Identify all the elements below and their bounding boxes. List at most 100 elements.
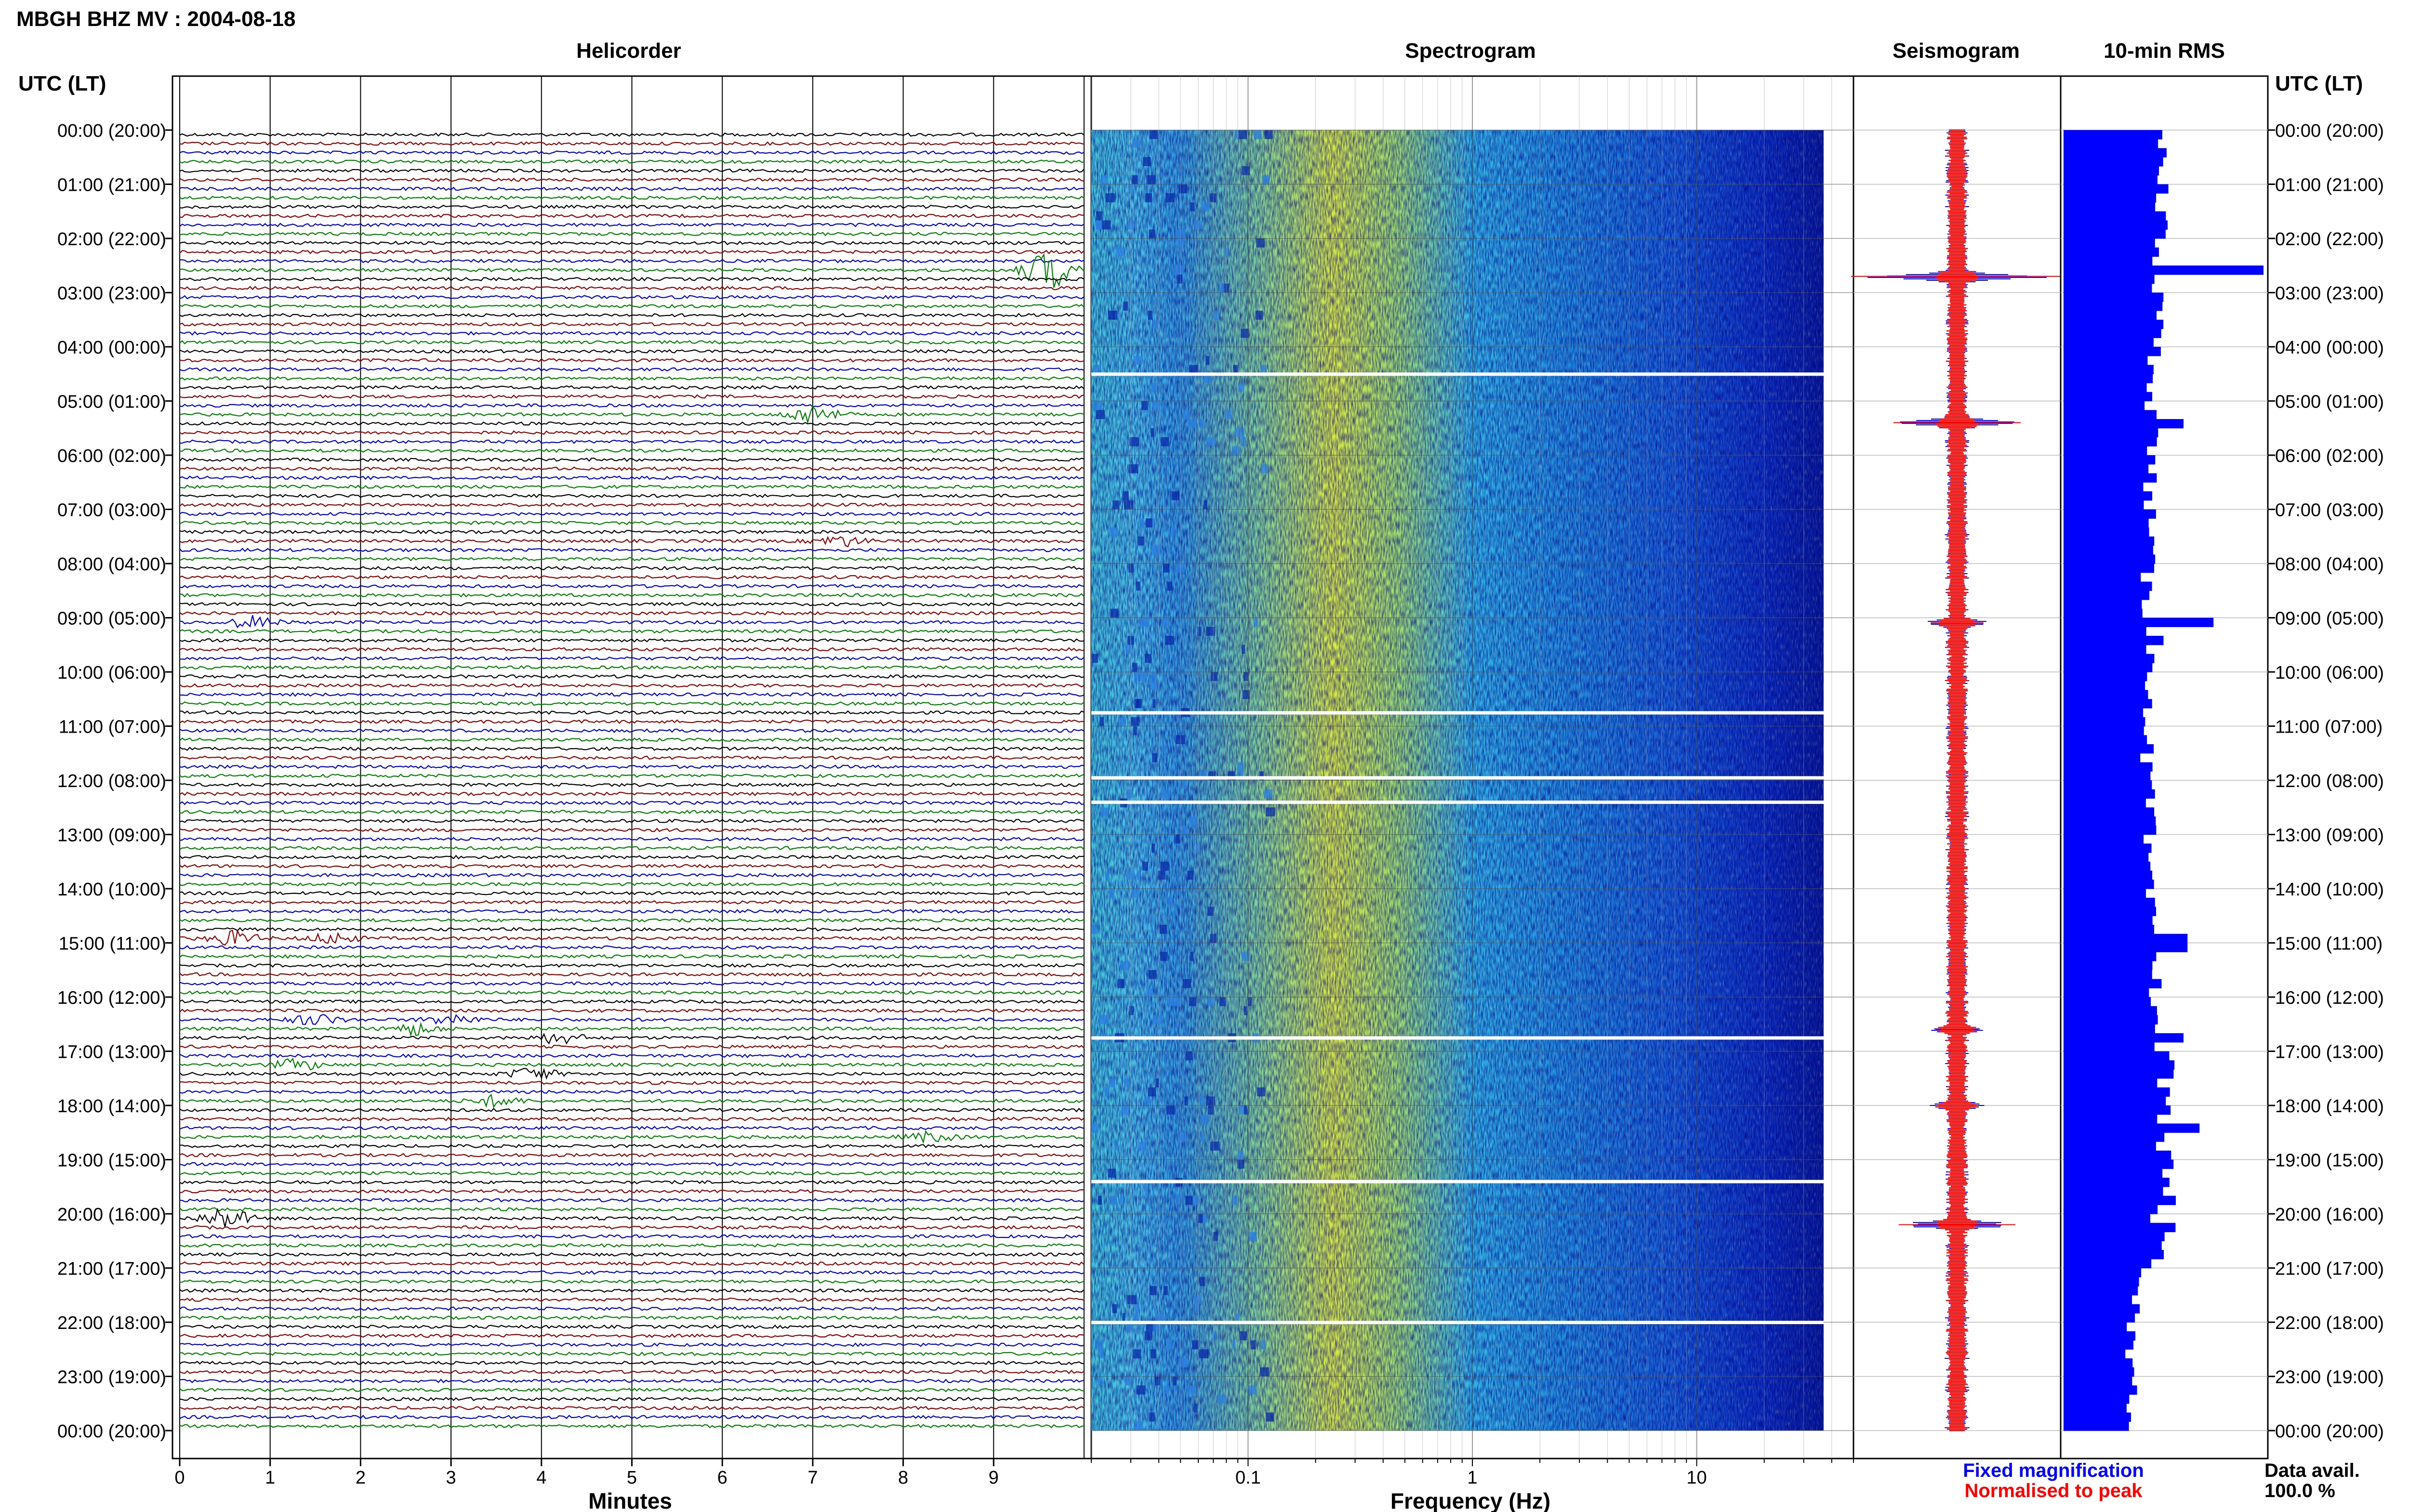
spectrogram-cell bbox=[1259, 771, 1264, 780]
spectrogram-cell bbox=[1232, 1196, 1238, 1205]
rms-bar bbox=[2064, 355, 2148, 366]
rms-bar bbox=[2064, 319, 2164, 329]
rms-bar bbox=[2064, 275, 2155, 284]
rms-bar bbox=[2064, 654, 2155, 663]
helicorder-trace bbox=[180, 1080, 1085, 1085]
spectrogram-cell bbox=[1120, 961, 1130, 970]
rms-bar bbox=[2064, 916, 2153, 925]
spectrogram-cell bbox=[1206, 627, 1215, 636]
helicorder-trace bbox=[180, 665, 1085, 670]
helicorder-trace bbox=[180, 1288, 1085, 1293]
rms-bar bbox=[2064, 392, 2153, 402]
rms-bar bbox=[2064, 482, 2144, 492]
helicorder-trace bbox=[180, 1208, 1085, 1227]
spectrogram-cell bbox=[1152, 319, 1159, 329]
rms-bar bbox=[2064, 1331, 2136, 1341]
spectrogram-cell bbox=[1160, 952, 1168, 961]
spectrogram-cell bbox=[1254, 130, 1262, 139]
minute-tick-label: 3 bbox=[446, 1468, 456, 1488]
rms-bar bbox=[2064, 735, 2147, 745]
spectrogram-cell bbox=[1194, 1295, 1202, 1304]
spectrogram-cell bbox=[1251, 1340, 1256, 1350]
time-label-right: 21:00 (17:00) bbox=[2275, 1259, 2384, 1279]
spectrogram-cell bbox=[1150, 1286, 1157, 1295]
spectrogram-cell bbox=[1243, 690, 1250, 699]
helicorder-trace bbox=[180, 611, 1085, 616]
helicorder-trace bbox=[180, 1369, 1085, 1374]
spectrogram-cell bbox=[1134, 355, 1143, 365]
helicorder-trace bbox=[180, 439, 1085, 444]
spectrogram-cell bbox=[1144, 1096, 1151, 1105]
time-label-left: 14:00 (10:00) bbox=[57, 880, 166, 900]
minute-tick-label: 6 bbox=[717, 1468, 728, 1488]
helicorder-trace bbox=[180, 710, 1085, 715]
seismogram-title: Seismogram bbox=[1893, 39, 2020, 63]
time-label-right: 08:00 (04:00) bbox=[2275, 554, 2384, 575]
spectrogram-cell bbox=[1152, 843, 1155, 853]
helicorder-trace bbox=[180, 1130, 1085, 1144]
rms-bar bbox=[2064, 401, 2145, 410]
spectrogram-cell bbox=[1132, 175, 1138, 184]
time-label-left: 00:00 (20:00) bbox=[57, 121, 166, 141]
helicorder-trace bbox=[180, 448, 1085, 453]
spectrogram-cell bbox=[1149, 130, 1158, 139]
spectrogram-cell bbox=[1146, 988, 1153, 997]
rms-bar bbox=[2064, 1394, 2130, 1404]
spectrogram-cell bbox=[1151, 383, 1157, 392]
rms-bar bbox=[2064, 202, 2156, 212]
rms-bar bbox=[2064, 283, 2152, 293]
spectrogram-cell bbox=[1212, 1331, 1217, 1341]
helicorder-trace bbox=[180, 954, 1085, 959]
spectrogram-cell bbox=[1127, 789, 1133, 799]
rms-bar bbox=[2064, 1078, 2158, 1088]
helicorder-trace bbox=[180, 1117, 1085, 1121]
rms-bar bbox=[2064, 1358, 2133, 1368]
spectrogram-cell bbox=[1183, 410, 1190, 419]
spectrogram-cell bbox=[1132, 1349, 1141, 1358]
spectrogram-cell bbox=[1148, 311, 1152, 320]
spectrogram-cell bbox=[1145, 193, 1152, 202]
spectrogram-cell bbox=[1197, 627, 1202, 636]
helicorder-trace bbox=[180, 809, 1085, 815]
minute-tick-label: 5 bbox=[627, 1468, 637, 1488]
rms-bar bbox=[2064, 600, 2142, 609]
spectrogram-cell bbox=[1148, 1087, 1156, 1097]
spectrogram-cell bbox=[1124, 500, 1134, 510]
spectrogram-cell bbox=[1244, 1105, 1247, 1115]
time-label-left: 17:00 (13:00) bbox=[57, 1042, 166, 1063]
rms-bar bbox=[2064, 1232, 2165, 1241]
time-label-left: 02:00 (22:00) bbox=[57, 229, 166, 250]
time-label-left: 08:00 (04:00) bbox=[57, 554, 166, 575]
spectrogram-cell bbox=[1178, 1132, 1187, 1142]
helicorder-trace bbox=[180, 512, 1085, 516]
seismogram-plot bbox=[1851, 129, 2063, 1432]
spectrogram-cell bbox=[1109, 1078, 1115, 1088]
spectrogram-cell bbox=[1187, 419, 1197, 428]
spectrogram-cell bbox=[1128, 564, 1134, 573]
helicorder-trace bbox=[180, 1351, 1085, 1356]
helicorder-trace bbox=[180, 132, 1085, 137]
spectrogram-cell bbox=[1096, 410, 1105, 419]
spectrogram-cell bbox=[1186, 329, 1190, 338]
spectrogram-cell bbox=[1175, 564, 1185, 573]
helicorder-trace bbox=[180, 520, 1085, 526]
rms-bar bbox=[2064, 1024, 2155, 1034]
spectrogram-gap bbox=[1091, 372, 1824, 376]
spectrogram-cell bbox=[1199, 1096, 1204, 1105]
spectrogram-cell bbox=[1155, 1078, 1160, 1088]
rms-bar bbox=[2064, 410, 2157, 420]
spectrogram-cell bbox=[1146, 175, 1156, 184]
spectrogram-cell bbox=[1200, 1132, 1204, 1142]
rms-bar bbox=[2064, 1178, 2170, 1187]
time-label-left: 03:00 (23:00) bbox=[57, 284, 166, 304]
spectrogram-cell bbox=[1098, 1376, 1103, 1386]
spectrogram-cell bbox=[1134, 672, 1139, 681]
spectrogram-cell bbox=[1260, 1340, 1266, 1350]
spectrogram-cell bbox=[1160, 861, 1169, 871]
time-label-left: 21:00 (17:00) bbox=[57, 1259, 166, 1279]
rms-bar bbox=[2064, 338, 2154, 347]
spectrogram-cell bbox=[1210, 1142, 1220, 1151]
helicorder-trace bbox=[180, 394, 1085, 399]
helicorder-trace bbox=[180, 855, 1085, 860]
helicorder-trace bbox=[180, 186, 1085, 191]
